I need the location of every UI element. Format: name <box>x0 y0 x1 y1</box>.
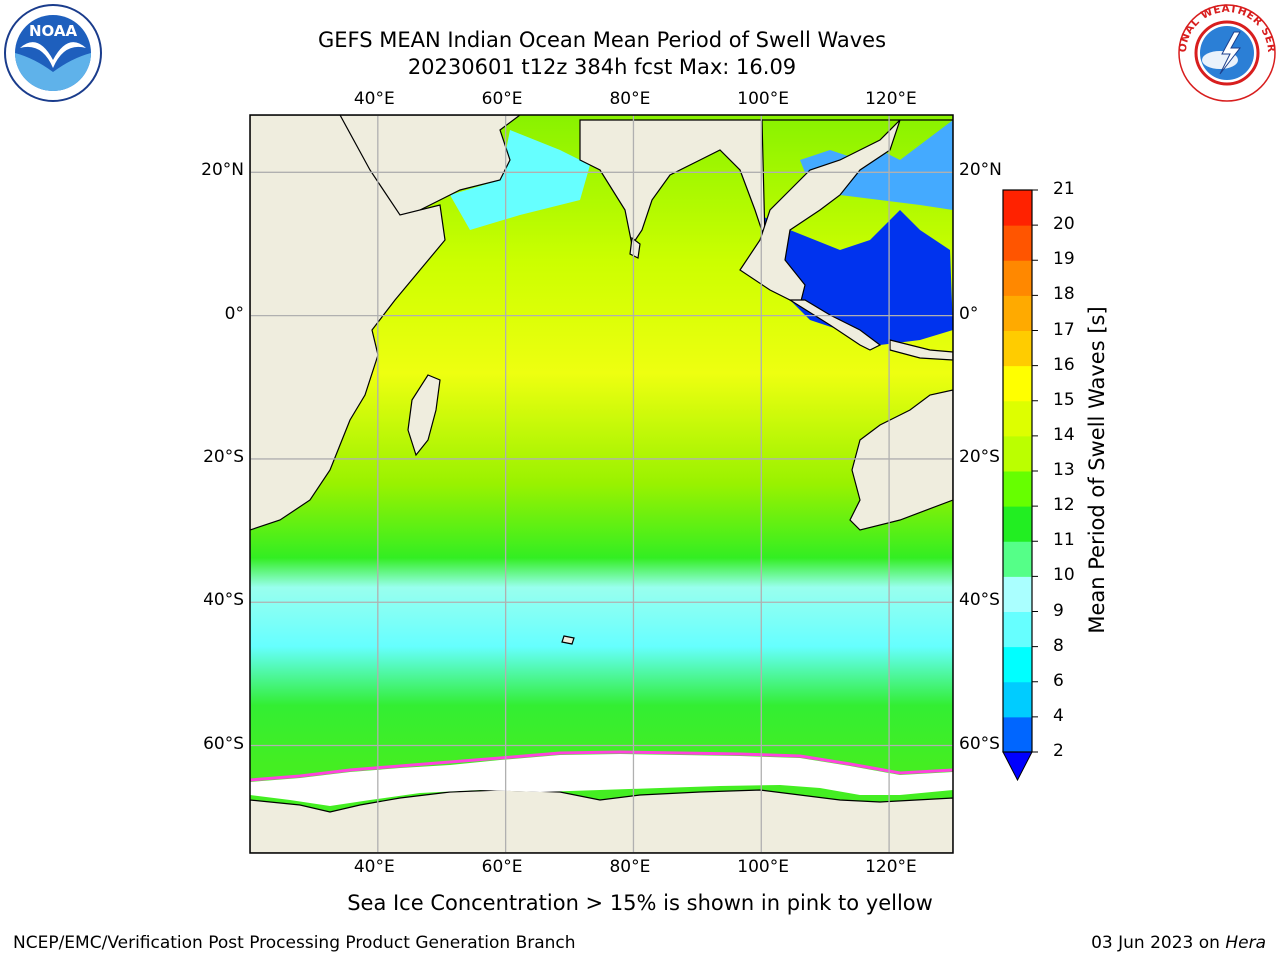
colorbar-tick-label: 12 <box>1053 495 1075 516</box>
colorbar-tick-label: 18 <box>1053 284 1075 305</box>
colorbar-tick-label: 16 <box>1053 354 1075 375</box>
footer-date-text: 03 Jun 2023 on <box>1091 933 1226 953</box>
colorbar-tick-label: 9 <box>1053 600 1064 621</box>
lat-tick-label: 60°S <box>203 733 244 754</box>
colorbar-tick-label: 4 <box>1053 705 1064 726</box>
chart-subtitle: 20230601 t12z 384h fcst Max: 16.09 <box>407 55 797 79</box>
lat-tick-label: 40°S <box>203 590 244 611</box>
lon-tick-label: 80°E <box>609 857 651 877</box>
colorbar-segment <box>1003 365 1032 402</box>
colorbar-tick-label: 21 <box>1053 179 1075 199</box>
noaa-logo-text: NOAA <box>29 22 78 40</box>
colorbar-segment <box>1003 681 1032 718</box>
lon-tick-label: 60°E <box>481 857 523 877</box>
colorbar-segment <box>1003 225 1032 261</box>
colorbar-segment <box>1003 716 1032 753</box>
colorbar-segment <box>1003 646 1032 683</box>
colorbar-segment <box>1003 576 1032 612</box>
lon-tick-label: 80°E <box>609 89 651 109</box>
colorbar-tick-label: 15 <box>1053 389 1075 410</box>
colorbar-segment <box>1003 506 1032 542</box>
noaa-logo: NOAA <box>4 4 102 102</box>
colorbar-extend-triangle <box>1002 751 1033 782</box>
colorbar-tick-label: 13 <box>1053 460 1075 480</box>
lat-tick-label: 20°S <box>959 446 1000 467</box>
lon-tick-label: 120°E <box>865 89 917 109</box>
sea-ice-edge <box>250 750 953 782</box>
lat-tick-label: 0° <box>224 303 244 324</box>
lat-tick-label: 20°S <box>203 446 244 467</box>
sea-ice-band <box>250 754 953 806</box>
land-masses <box>250 115 953 853</box>
lon-tick-label: 100°E <box>737 857 789 877</box>
footer-host: Hera <box>1225 933 1266 953</box>
colorbar-segment <box>1003 611 1032 648</box>
lon-tick-label: 40°E <box>353 89 395 109</box>
nws-logo: NATIONAL WEATHER SERVICE <box>1176 2 1277 102</box>
colorbar <box>1002 189 1038 782</box>
colorbar-label: Mean Period of Swell Waves [s] <box>1085 306 1109 634</box>
lat-tick-label: 60°S <box>959 733 1000 754</box>
footer-credit: NCEP/EMC/Verification Post Processing Pr… <box>13 933 576 953</box>
colorbar-tick-label: 14 <box>1053 424 1075 445</box>
lon-tick-label: 60°E <box>481 89 523 109</box>
footer-date: 03 Jun 2023 on Hera <box>1091 933 1266 953</box>
map-plot-area <box>250 115 953 853</box>
lon-tick-label: 100°E <box>737 89 789 109</box>
colorbar-tick-label: 11 <box>1053 530 1075 551</box>
colorbar-tick-label: 17 <box>1053 319 1075 340</box>
shallow-sea-blob <box>450 130 590 230</box>
colorbar-tick-label: 2 <box>1053 741 1064 761</box>
colorbar-segment <box>1003 260 1032 296</box>
colorbar-tick-label: 19 <box>1053 249 1075 270</box>
lat-tick-label: 20°N <box>201 160 244 181</box>
colorbar-segment <box>1003 295 1032 331</box>
lon-tick-label: 40°E <box>353 857 395 877</box>
map-grid <box>250 115 953 853</box>
map-frame <box>249 114 954 854</box>
colorbar-tick-label: 20 <box>1053 214 1075 235</box>
colorbar-tick-label: 10 <box>1053 565 1075 586</box>
colorbar-segment <box>1003 400 1032 437</box>
colorbar-segment <box>1003 190 1032 226</box>
colorbar-segment <box>1003 330 1032 367</box>
colorbar-tick-label: 6 <box>1053 670 1064 691</box>
colorbar-tick-label: 8 <box>1053 635 1064 656</box>
colorbar-segment <box>1003 435 1032 472</box>
sea-ice-note: Sea Ice Concentration > 15% is shown in … <box>347 891 933 915</box>
colorbar-segment <box>1003 471 1032 507</box>
chart-title: GEFS MEAN Indian Ocean Mean Period of Sw… <box>317 28 887 52</box>
colorbar-segment <box>1003 541 1032 577</box>
lat-tick-label: 40°S <box>959 590 1000 611</box>
lat-tick-label: 20°N <box>959 160 1002 181</box>
lat-tick-label: 0° <box>959 303 979 324</box>
lon-tick-label: 120°E <box>865 857 917 877</box>
